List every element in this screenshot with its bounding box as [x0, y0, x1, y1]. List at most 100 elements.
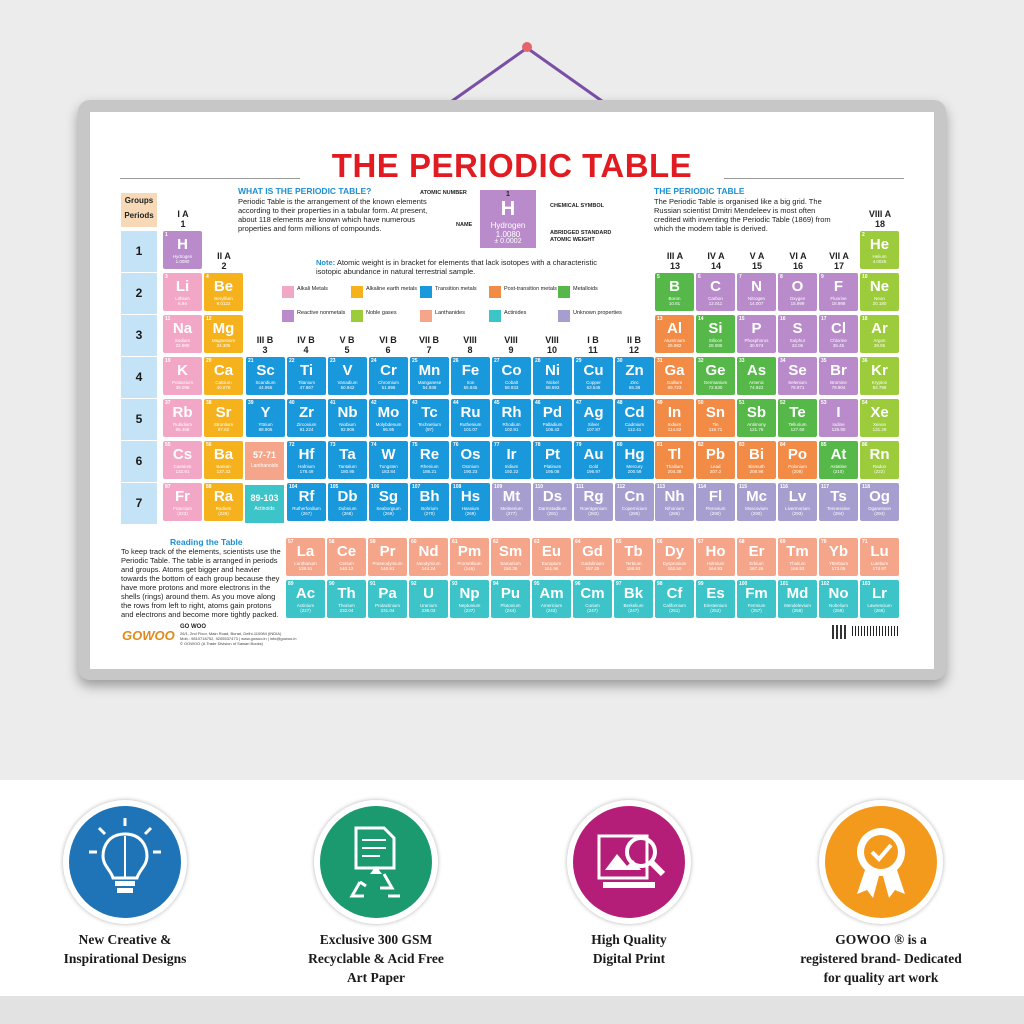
group-number: 11: [588, 345, 598, 355]
qr-code-icon: [832, 625, 846, 639]
poster-title: THE PERIODIC TABLE: [331, 147, 693, 184]
element-name: Hafnium: [298, 464, 315, 469]
element-symbol: He: [869, 236, 890, 253]
element-weight: 208.98: [749, 469, 764, 474]
element-weight: (294): [833, 511, 844, 516]
element-name: Fermium: [747, 603, 766, 608]
element-symbol: Ge: [705, 362, 726, 379]
element-name: Germanium: [703, 380, 728, 385]
group-number: 14: [710, 261, 721, 271]
element-weight: 54.938: [422, 385, 437, 390]
element-symbol: K: [177, 362, 188, 379]
element-cell: 25 Mn Manganese 54.938: [410, 357, 449, 395]
element-symbol: Cl: [831, 320, 846, 337]
element-cell: 7 N Nitrogen 14.007: [737, 273, 776, 311]
element-name: Platinum: [543, 464, 562, 469]
group-number: 12: [628, 345, 639, 355]
footer-address: 26/1, 2nd Floor, Main Road, Burari, Delh…: [180, 631, 282, 636]
element-cell: 34 Se Selenium 78.971: [778, 357, 817, 395]
element-weight: 101.07: [463, 427, 478, 432]
key-weight-label: ABRIDGED STANDARD ATOMIC WEIGHT: [550, 230, 612, 243]
element-number: 61: [452, 539, 458, 545]
element-cell: 88 Ra Radium (226): [204, 483, 243, 521]
element-name: Ytterbium: [828, 561, 849, 566]
feature-line-1: High Quality: [591, 932, 667, 947]
element-cell: 2 He Helium 4.0026: [860, 231, 899, 269]
element-number: 101: [780, 581, 789, 587]
element-name: Copernicium: [621, 506, 648, 511]
element-symbol: Br: [830, 362, 847, 379]
legend-swatch: [420, 310, 432, 322]
element-number: 39: [248, 400, 254, 406]
element-cell: 52 Te Tellurium 127.60: [778, 399, 817, 437]
element-symbol: Co: [501, 362, 522, 379]
element-number: 42: [371, 400, 377, 406]
element-cell: 109 Mt Meitnerium (277): [492, 483, 531, 521]
element-number: 51: [739, 400, 745, 406]
element-name: Rubidium: [172, 422, 192, 427]
element-weight: (243): [546, 608, 557, 613]
element-symbol: Nh: [664, 488, 685, 505]
element-number: 109: [494, 484, 503, 490]
element-symbol: Pt: [545, 446, 560, 463]
element-cell: 61 Pm Promethium (145): [450, 538, 489, 576]
element-name: Lawrencium: [867, 603, 892, 608]
element-cell: 21 Sc Scandium 44.956: [246, 357, 285, 395]
element-number: 50: [698, 400, 704, 406]
element-name: Uranium: [419, 603, 437, 608]
element-symbol: Cs: [172, 446, 193, 463]
key-name-label: NAME: [456, 222, 473, 228]
element-number: 90: [329, 581, 335, 587]
element-weight: 140.12: [339, 566, 354, 571]
element-symbol: H: [177, 236, 188, 253]
element-weight: (294): [874, 511, 885, 516]
element-weight: (293): [792, 511, 803, 516]
element-symbol: Tm: [786, 543, 809, 560]
element-number: 37: [165, 400, 171, 406]
element-name: Gallium: [666, 380, 683, 385]
element-weight: 107.87: [586, 427, 601, 432]
element-symbol: Os: [460, 446, 481, 463]
legend-swatch: [489, 286, 501, 298]
element-symbol: Cu: [583, 362, 604, 379]
group-number: 5: [344, 345, 350, 355]
element-weight: 162.50: [667, 566, 682, 571]
barcode-icon: [852, 626, 898, 636]
element-name: Chlorine: [830, 338, 847, 343]
element-cell: 117 Ts Tennessine (294): [819, 483, 858, 521]
group-label: VI A: [789, 251, 807, 261]
element-cell: 43 Tc Technetium (97): [410, 399, 449, 437]
element-cell: 9 F Fluorine 18.998: [819, 273, 858, 311]
feature-line-1: Exclusive 300 GSM: [319, 932, 433, 947]
element-symbol: Se: [788, 362, 807, 379]
element-cell: 32 Ge Germanium 72.630: [696, 357, 735, 395]
legend-label: Unknown properties: [573, 310, 622, 316]
element-name: Protactinium: [374, 603, 400, 608]
legend-label: Lanthanides: [435, 310, 465, 316]
element-symbol: Sc: [256, 362, 275, 379]
feature-label: GOWOO ® is a registered brand- Dedicated f…: [781, 930, 981, 987]
legend-item: Lanthanides: [420, 310, 488, 330]
element-name: Berkelium: [623, 603, 644, 608]
element-number: 49: [657, 400, 663, 406]
element-cell: 92 U Uranium 238.03: [409, 580, 448, 618]
element-number: 13: [657, 316, 663, 322]
element-symbol: Cf: [666, 585, 683, 602]
element-weight: 87.62: [217, 427, 230, 432]
element-name: Einsteinium: [703, 603, 728, 608]
element-weight: (269): [465, 511, 476, 516]
element-name: Osmium: [462, 464, 479, 469]
element-cell: 14 Si Silicon 28.085: [696, 315, 735, 353]
element-cell: 48 Cd Cadmium 112.41: [615, 399, 654, 437]
element-cell: 72 Hf Hafnium 178.49: [287, 441, 326, 479]
element-cell: 57 La Lanthanum 138.91: [286, 538, 325, 576]
element-number: 92: [411, 581, 417, 587]
element-weight: 58.933: [504, 385, 519, 390]
element-cell: 47 Ag Silver 107.87: [574, 399, 613, 437]
element-symbol: Ar: [871, 320, 888, 337]
element-weight: (251): [669, 608, 680, 613]
element-number: 38: [206, 400, 212, 406]
element-symbol: Pr: [379, 543, 396, 560]
lanthanoids-range: 57-71: [252, 450, 277, 460]
element-cell: 75 Re Rhenium 186.21: [410, 441, 449, 479]
